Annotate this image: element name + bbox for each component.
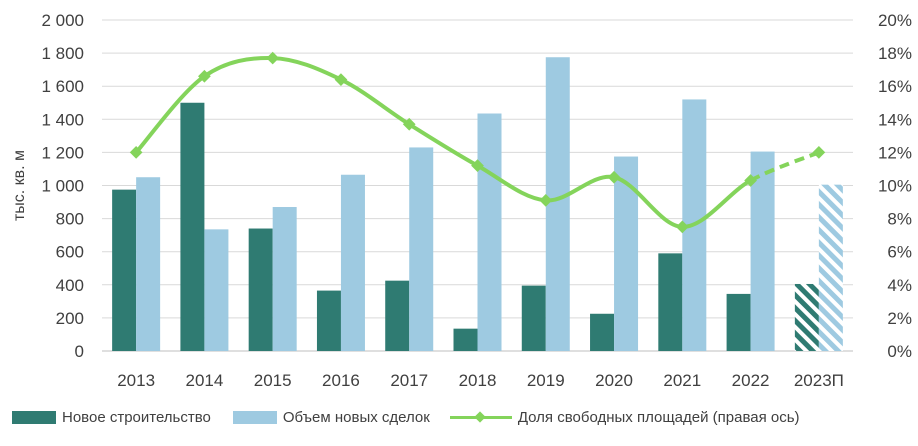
y-tick-label: 600 bbox=[56, 243, 84, 262]
y-tick-label: 1 800 bbox=[41, 44, 84, 63]
x-tick-label: 2017 bbox=[390, 371, 428, 390]
y-tick-label: 2 000 bbox=[41, 11, 84, 30]
y-axis-label: тыс. кв. м bbox=[11, 150, 28, 221]
y2-tick-label: 8% bbox=[887, 210, 912, 229]
legend-label-new-deals: Объем новых сделок bbox=[282, 408, 430, 426]
bar-new-deals bbox=[204, 229, 229, 351]
x-tick-label: 2018 bbox=[459, 371, 497, 390]
vacancy-point bbox=[129, 146, 143, 159]
y2-tick-label: 6% bbox=[887, 243, 912, 262]
bar-new-deals bbox=[545, 57, 570, 352]
vacancy-line bbox=[134, 56, 753, 229]
legend-item-vacancy: Доля свободных площадей (правая ось) bbox=[449, 408, 800, 426]
y2-tick-label: 16% bbox=[878, 77, 912, 96]
y-tick-label: 400 bbox=[56, 276, 84, 295]
bar-new-deals bbox=[750, 151, 775, 351]
legend-item-new-deals: Объем новых сделок bbox=[232, 408, 430, 426]
bar-new-deals bbox=[340, 174, 365, 351]
bar-new-construction bbox=[385, 280, 410, 351]
x-tick-label: 2016 bbox=[322, 371, 360, 390]
vacancy-point bbox=[198, 69, 211, 83]
y2-tick-label: 18% bbox=[878, 44, 912, 63]
x-tick-label: 2020 bbox=[595, 371, 633, 390]
bar-new-deals bbox=[477, 113, 502, 351]
y2-tick-label: 20% bbox=[878, 11, 912, 30]
y2-tick-label: 14% bbox=[878, 110, 912, 129]
y2-tick-label: 2% bbox=[887, 309, 912, 328]
bar-new-construction bbox=[658, 253, 683, 351]
bar-new-construction bbox=[794, 283, 819, 351]
bar-new-deals bbox=[614, 156, 639, 351]
legend-label-vacancy: Доля свободных площадей (правая ось) bbox=[517, 408, 800, 426]
bar-new-deals bbox=[272, 207, 297, 351]
y2-tick-label: 4% bbox=[887, 276, 912, 295]
legend: Новое строительство Объем новых сделок Д… bbox=[0, 402, 918, 432]
y2-tick-label: 10% bbox=[878, 177, 912, 196]
legend-item-new-construction: Новое строительство bbox=[12, 409, 211, 426]
bar-new-construction bbox=[453, 328, 478, 351]
x-tick-label: 2013 bbox=[117, 371, 155, 390]
bar-new-construction bbox=[248, 228, 273, 351]
x-tick-label: 2023П bbox=[794, 371, 844, 390]
legend-label-new-construction: Новое строительство bbox=[62, 408, 211, 426]
legend-swatch-new-construction bbox=[12, 410, 56, 424]
legend-swatch-new-deals bbox=[232, 410, 277, 424]
y-tick-label: 800 bbox=[56, 210, 84, 229]
bar-new-construction bbox=[726, 293, 751, 351]
x-tick-label: 2022 bbox=[732, 371, 770, 390]
bar-new-construction bbox=[112, 189, 137, 351]
vacancy-point bbox=[266, 51, 280, 65]
y-tick-label: 0 bbox=[75, 342, 84, 361]
y-tick-label: 1 600 bbox=[41, 77, 84, 96]
chart: 0 200 400 600 800 1 000 1 200 1 400 1 600 1 800 2 … bbox=[11, 11, 912, 390]
bar-new-deals bbox=[409, 147, 434, 351]
vacancy-point bbox=[812, 146, 826, 159]
bar-new-construction bbox=[590, 313, 615, 351]
y-tick-label: 1 200 bbox=[41, 143, 84, 162]
x-tick-label: 2019 bbox=[527, 371, 565, 390]
x-tick-label: 2014 bbox=[185, 371, 223, 390]
x-tick-label: 2021 bbox=[663, 371, 701, 390]
y2-tick-label: 0% bbox=[887, 342, 912, 361]
bar-new-construction bbox=[316, 290, 341, 351]
y-tick-label: 200 bbox=[56, 309, 84, 328]
vacancy-point bbox=[402, 117, 416, 131]
y-tick-label: 1 400 bbox=[41, 110, 84, 129]
bar-new-deals bbox=[818, 184, 843, 351]
y2-tick-label: 12% bbox=[878, 143, 912, 162]
vacancy-point bbox=[334, 73, 348, 86]
bar-new-construction bbox=[180, 102, 205, 351]
vacancy-point bbox=[471, 159, 484, 173]
bar-new-construction bbox=[521, 285, 546, 351]
y-tick-label: 1 000 bbox=[41, 177, 84, 196]
x-tick-label: 2015 bbox=[254, 371, 292, 390]
bar-new-deals bbox=[136, 177, 161, 351]
legend-swatch-vacancy bbox=[449, 410, 512, 424]
